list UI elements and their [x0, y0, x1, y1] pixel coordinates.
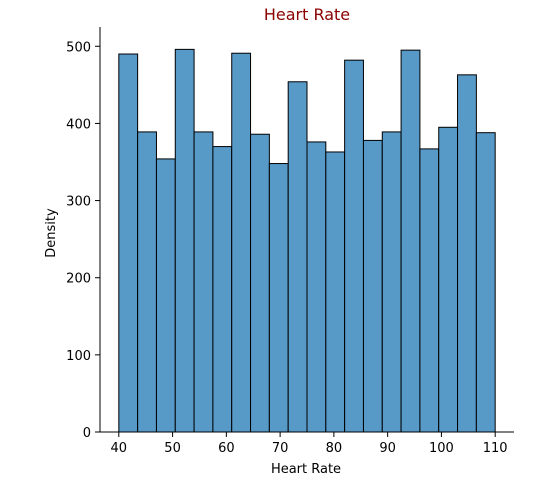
histogram-bar [231, 52, 252, 433]
x-tick-label: 100 [429, 441, 454, 456]
x-axis-label: Heart Rate [271, 462, 341, 477]
histogram-bar [438, 126, 459, 433]
histogram-bar [419, 148, 440, 433]
y-tick-label: 200 [66, 272, 91, 287]
x-tick-label: 50 [164, 441, 181, 456]
x-tick-label: 60 [218, 441, 235, 456]
y-tick-label: 400 [66, 117, 91, 132]
y-axis-label: Density [44, 208, 59, 258]
histogram-bar [381, 131, 402, 433]
histogram-bar [287, 81, 308, 433]
histogram-bar [306, 141, 327, 433]
histogram-bar [325, 151, 346, 433]
histogram-bar [118, 53, 139, 433]
y-tick-label: 0 [83, 426, 91, 441]
histogram-bar [155, 158, 176, 433]
histogram-bar [362, 139, 383, 433]
x-tick-label: 70 [272, 441, 289, 456]
histogram-bar [212, 146, 233, 433]
y-tick-label: 500 [66, 40, 91, 55]
y-tick-label: 100 [66, 349, 91, 364]
x-tick-label: 90 [379, 441, 396, 456]
bars-group [118, 48, 496, 433]
histogram-bar [174, 48, 195, 433]
histogram-bar [475, 132, 496, 433]
histogram-bar [400, 49, 421, 433]
histogram-bar [457, 74, 477, 433]
histogram-bar [344, 59, 364, 433]
x-tick-label: 110 [483, 441, 508, 456]
x-tick-label: 40 [111, 441, 128, 456]
x-tick-label: 80 [326, 441, 343, 456]
axes-group: 40 50 60 70 80 90 100 110 0 100 200 300 400 500 [66, 27, 514, 456]
y-tick-label: 300 [66, 195, 91, 210]
histogram-bar [250, 133, 270, 433]
histogram-bar [193, 131, 214, 433]
histogram-bar [137, 131, 157, 433]
chart-title: Heart Rate [264, 5, 350, 24]
histogram-bar [268, 163, 289, 433]
